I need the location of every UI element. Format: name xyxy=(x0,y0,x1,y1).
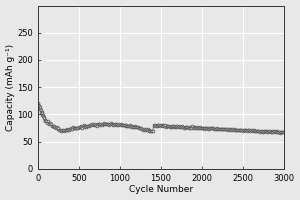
X-axis label: Cycle Number: Cycle Number xyxy=(129,185,193,194)
Y-axis label: Capacity (mAh g⁻¹): Capacity (mAh g⁻¹) xyxy=(6,44,15,131)
